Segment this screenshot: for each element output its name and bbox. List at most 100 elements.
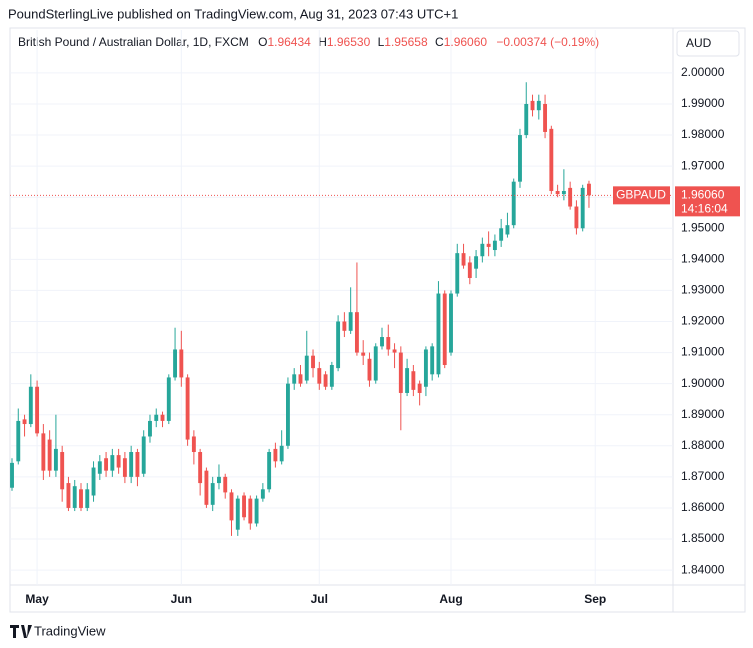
y-tick-label: 1.89000 — [681, 407, 725, 421]
candle-body — [486, 243, 491, 247]
c: 1.96060 — [444, 35, 488, 49]
y-tick-label: 1.90000 — [681, 376, 725, 390]
y-tick-label: 1.91000 — [681, 345, 725, 359]
y-tick-label: 1.85000 — [681, 531, 725, 545]
candle-body — [411, 371, 416, 390]
candle-body — [549, 128, 554, 191]
candle-body — [72, 486, 77, 508]
candle-body — [455, 253, 460, 294]
candle-body — [524, 103, 529, 136]
h-label: H — [318, 35, 327, 49]
candle-body — [292, 374, 297, 384]
candle-body — [166, 377, 171, 421]
candle-body — [60, 452, 65, 490]
candle-body — [568, 187, 573, 207]
o: 1.96434 — [267, 35, 311, 49]
candle-body — [173, 349, 178, 378]
candle-body — [449, 293, 453, 353]
candle-body — [354, 312, 359, 353]
candle-body — [53, 448, 58, 471]
candle-body — [329, 365, 334, 387]
price-box — [675, 186, 740, 217]
candle-body — [104, 458, 109, 471]
candle-body — [336, 321, 341, 369]
candle-body — [248, 498, 253, 524]
candle-body — [587, 183, 591, 196]
candle-body — [217, 476, 221, 484]
candle-body — [442, 293, 447, 366]
candle-body — [480, 243, 485, 257]
x-tick-label: May — [25, 592, 49, 606]
candle-body — [242, 495, 246, 518]
change: −0.00374 (−0.19%) — [496, 35, 599, 49]
candle-body — [97, 461, 102, 474]
candle-body — [317, 368, 322, 384]
candle-body — [348, 312, 353, 331]
candle-body — [79, 489, 83, 508]
candle-body — [323, 374, 328, 387]
logo-icon — [10, 625, 32, 638]
frame — [9, 27, 746, 613]
h: 1.96530 — [327, 35, 371, 49]
y-tick-label: 1.93000 — [681, 283, 725, 297]
candle-body — [461, 253, 466, 266]
candle-body — [223, 476, 228, 493]
candle-body — [198, 452, 203, 484]
candle-body — [417, 383, 422, 393]
candle-body — [518, 135, 522, 182]
candle-body — [279, 445, 284, 462]
x-tick-label: Jul — [311, 592, 328, 606]
candle-body — [210, 483, 215, 505]
candle-body — [543, 103, 548, 132]
candle-body — [254, 498, 259, 524]
candle-body — [298, 374, 303, 384]
candle-body — [273, 448, 278, 462]
candle-body — [47, 439, 52, 471]
candle-body — [185, 377, 190, 440]
candle-body — [229, 492, 234, 521]
candle-body — [392, 349, 397, 353]
publisher: PoundSterlingLive published on TradingVi… — [8, 6, 458, 21]
logo-text: TradingView — [34, 623, 106, 638]
y-tick-label: 1.98000 — [681, 127, 725, 141]
l-label: L — [378, 35, 385, 49]
candle-body — [561, 190, 566, 195]
candle-body — [28, 386, 33, 425]
candle-body — [304, 355, 309, 381]
candle-body — [66, 483, 71, 508]
logo: TradingView — [10, 623, 106, 638]
symbol-label: GBPAUD — [616, 188, 666, 202]
candle-body — [16, 420, 21, 462]
y-tick-label: 1.86000 — [681, 500, 725, 514]
candle-body — [148, 420, 152, 437]
candle-body — [135, 452, 140, 477]
legend: British Pound / Australian Dollar, 1D, F… — [18, 35, 599, 49]
x-tick-label: Aug — [439, 592, 462, 606]
candle-body — [116, 455, 121, 468]
candle-body — [555, 190, 560, 195]
y-tick-label: 1.87000 — [681, 469, 725, 483]
candle-body — [386, 337, 391, 350]
candle-body — [511, 181, 516, 226]
candle-body — [474, 256, 479, 269]
candle-body — [580, 187, 585, 229]
currency[interactable]: AUD — [686, 36, 712, 50]
currency-button[interactable] — [676, 30, 740, 57]
y-tick-label: 1.99000 — [681, 96, 725, 110]
o-label: O — [258, 35, 267, 49]
y-tick-label: 2.00000 — [681, 65, 725, 79]
candle-body — [179, 349, 184, 378]
candle-body — [505, 225, 510, 235]
candle-body — [499, 228, 504, 241]
candle-body — [122, 458, 127, 477]
candle-body — [110, 455, 115, 471]
candle-body — [160, 414, 165, 421]
symbol: British Pound / Australian Dollar, 1D, F… — [18, 35, 249, 49]
candle-body — [22, 419, 27, 425]
candle-body — [423, 349, 428, 387]
candle-body — [204, 470, 209, 505]
candle-body — [311, 355, 315, 369]
candle-body — [141, 436, 146, 474]
candle-body — [436, 293, 441, 375]
